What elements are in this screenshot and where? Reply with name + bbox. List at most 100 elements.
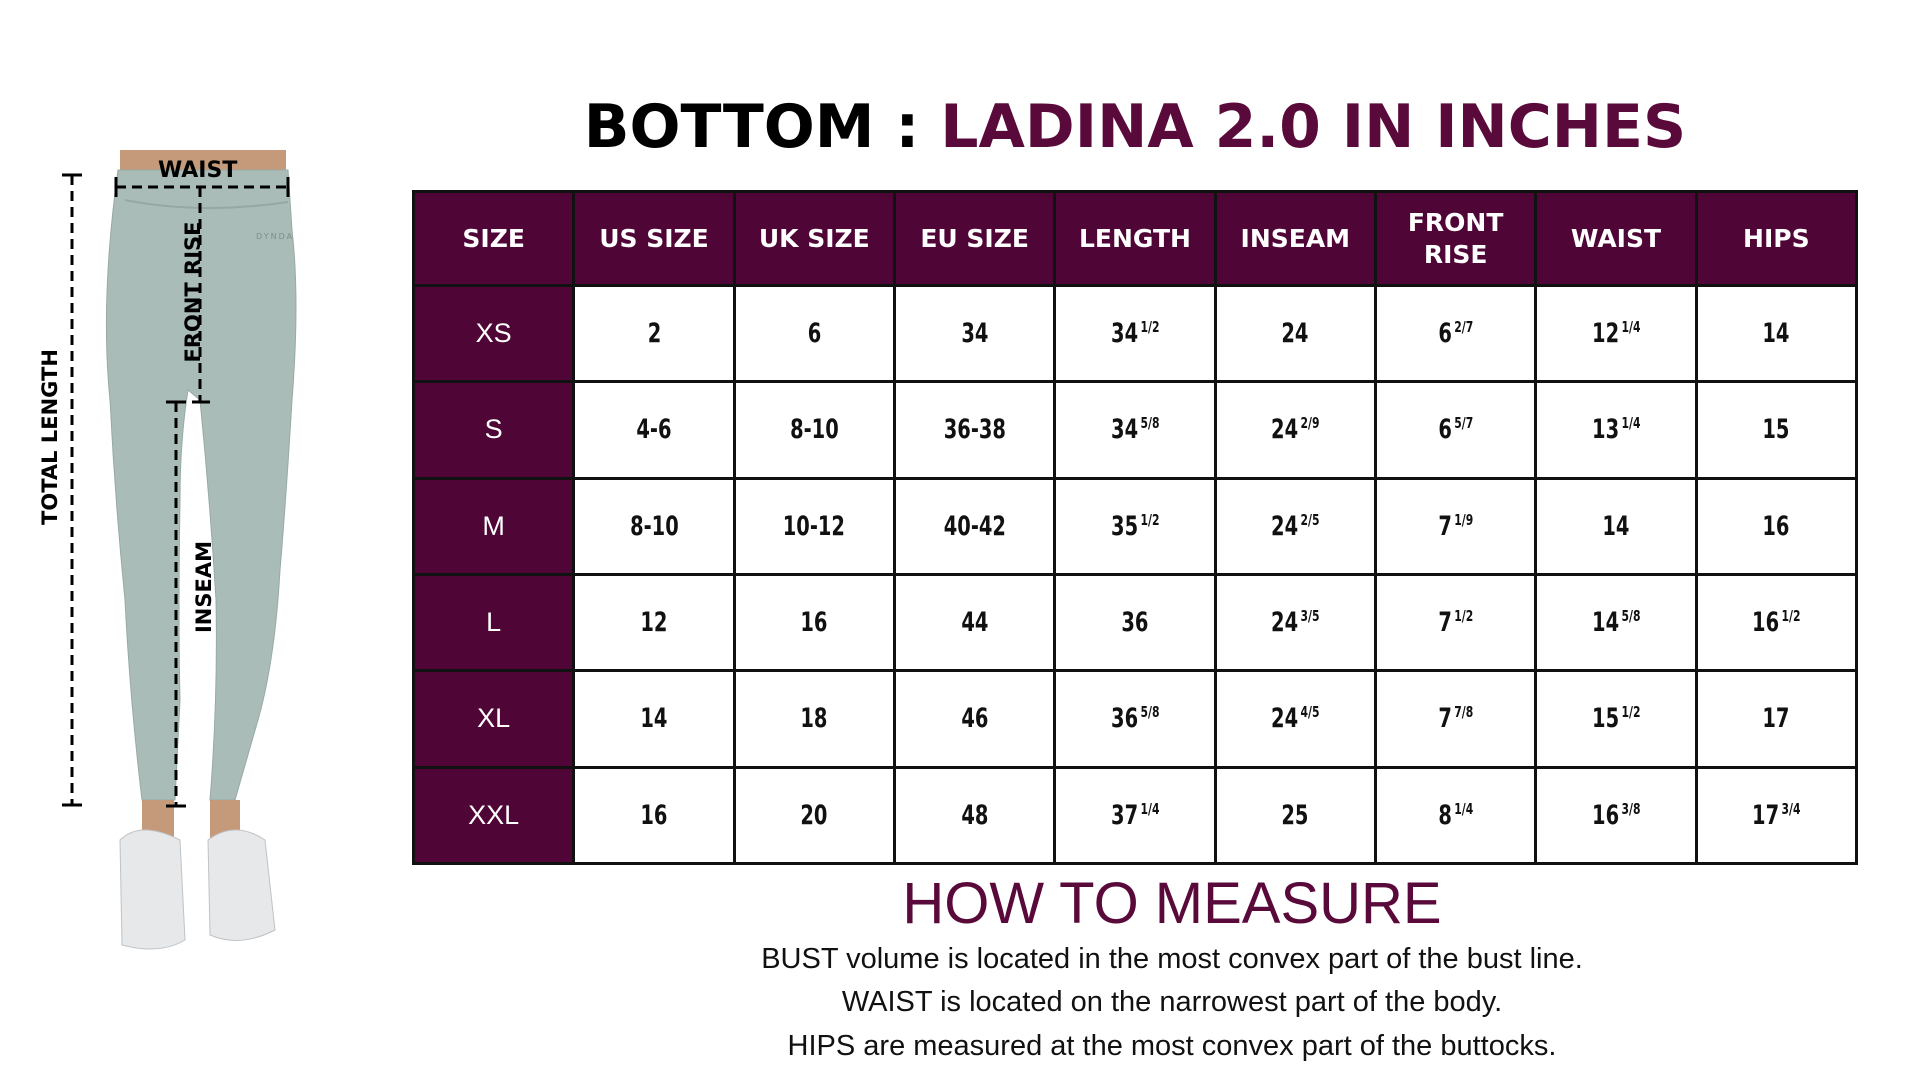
value-cell: 24 (1213, 283, 1377, 384)
cell-value: 40-42 (944, 511, 1006, 542)
cell-fraction: 1/9 (1454, 510, 1474, 529)
leggings-illustration (62, 150, 297, 950)
cell-value: 2 (647, 318, 661, 349)
cell-value: 36 5/8 (1111, 703, 1159, 734)
cell-whole: XS (475, 318, 512, 349)
value-cell: 8-10 (732, 380, 896, 480)
table-row: L 12 16 44 36 24 3/5 7 1/2 14 5/8 16 1/2 (411, 572, 1859, 673)
cell-value: 20 (801, 800, 828, 831)
cell-value: 4-6 (636, 414, 671, 445)
cell-whole: 34 (1110, 414, 1138, 446)
cell-whole: 25 (1281, 799, 1309, 831)
value-cell: 36 5/8 (1053, 669, 1217, 769)
cell-value: 16 (1763, 511, 1790, 542)
cell-whole: M (482, 510, 505, 541)
value-cell: 44 (892, 572, 1057, 673)
right-sneaker (207, 829, 276, 941)
cell-whole: L (486, 607, 502, 638)
value-cell: 34 1/2 (1053, 283, 1217, 384)
cell-value: 15 1/2 (1592, 703, 1640, 734)
value-cell: 7 1/2 (1373, 572, 1538, 673)
table-row: XL 14 18 46 36 5/8 24 4/5 7 7/8 15 1/2 17 (411, 669, 1859, 769)
size-cell: S (411, 380, 576, 480)
cell-value: 6 5/7 (1438, 414, 1473, 445)
cell-whole: 34 (1110, 318, 1138, 350)
value-cell: 20 (732, 765, 896, 866)
cell-whole: 14 (1591, 607, 1619, 639)
column-header: US SIZE (572, 190, 736, 287)
value-cell: 14 (1694, 283, 1859, 384)
cell-value: 34 1/2 (1111, 318, 1159, 349)
cell-value: 7 1/9 (1438, 511, 1473, 542)
value-cell: 40-42 (892, 476, 1057, 576)
cell-value: 24 2/5 (1271, 511, 1319, 542)
size-cell: L (411, 572, 576, 673)
cell-value: 10-12 (783, 511, 845, 542)
title-accent: LADINA 2.0 IN INCHES (940, 92, 1687, 162)
value-cell: 34 5/8 (1053, 380, 1217, 480)
value-cell: 8 1/4 (1373, 765, 1538, 866)
cell-value: 24 (1282, 318, 1309, 349)
cell-value: 15 (1763, 414, 1790, 445)
cell-value: 14 (1763, 318, 1790, 349)
cell-fraction: 5/8 (1140, 414, 1160, 433)
cell-value: 36 (1121, 607, 1148, 638)
cell-fraction: 1/4 (1621, 318, 1641, 337)
cell-fraction: 1/4 (1140, 799, 1160, 818)
cell-whole: 16 (1591, 799, 1619, 831)
cell-fraction: 5/7 (1454, 414, 1474, 433)
cell-whole: 4-6 (636, 414, 672, 446)
cell-whole: 36 (1121, 607, 1149, 639)
cell-value: 34 5/8 (1111, 414, 1159, 445)
cell-fraction: 1/2 (1140, 318, 1160, 337)
cell-whole: 36-38 (943, 414, 1006, 446)
cell-whole: 24 (1271, 510, 1299, 542)
value-cell: 6 5/7 (1373, 380, 1538, 480)
cell-whole: 15 (1762, 414, 1790, 446)
value-cell: 16 1/2 (1694, 572, 1859, 673)
cell-fraction: 2/9 (1300, 414, 1320, 433)
how-to-measure-heading: HOW TO MEASURE (902, 871, 1442, 936)
cell-value: XL (477, 703, 510, 733)
cell-whole: 8-10 (790, 414, 839, 446)
value-cell: 46 (892, 669, 1057, 769)
value-cell: 17 (1694, 669, 1859, 769)
measure-note-hips: HIPS are measured at the most convex par… (787, 1030, 1557, 1062)
column-header: LENGTH (1053, 190, 1217, 287)
cell-fraction: 4/5 (1300, 703, 1320, 722)
cell-value: 12 1/4 (1592, 318, 1640, 349)
cell-fraction: 5/8 (1621, 607, 1641, 626)
column-header: FRONT RISE (1373, 190, 1538, 287)
cell-fraction: 1/2 (1781, 607, 1801, 626)
value-cell: 15 (1694, 380, 1859, 480)
column-header: EU SIZE (892, 190, 1057, 287)
cell-value: L (486, 607, 501, 637)
cell-whole: 13 (1591, 414, 1619, 446)
cell-value: 7 1/2 (1438, 607, 1473, 638)
table-row: XS 2 6 34 34 1/2 24 6 2/7 12 1/4 14 (411, 283, 1859, 384)
cell-whole: S (484, 414, 503, 445)
column-header: SIZE (411, 190, 576, 287)
cell-value: 35 1/2 (1111, 511, 1159, 542)
column-header: HIPS (1694, 190, 1859, 287)
value-cell: 6 2/7 (1373, 283, 1538, 384)
cell-fraction: 1/2 (1621, 703, 1641, 722)
cell-whole: 37 (1110, 799, 1138, 831)
cell-whole: 24 (1271, 607, 1299, 639)
cell-fraction: 5/8 (1140, 703, 1160, 722)
cell-whole: 34 (961, 318, 989, 350)
value-cell: 25 (1213, 765, 1377, 866)
measure-note-waist: WAIST is located on the narrowest part o… (841, 986, 1503, 1018)
value-cell: 17 3/4 (1694, 765, 1859, 866)
cell-fraction: 3/5 (1300, 607, 1320, 626)
value-cell: 12 (572, 572, 736, 673)
cell-value: 16 3/8 (1592, 800, 1640, 831)
left-sneaker (119, 829, 186, 950)
cell-value: 6 2/7 (1438, 318, 1473, 349)
cell-value: 8 1/4 (1438, 800, 1473, 831)
cell-value: 16 1/2 (1752, 607, 1800, 638)
value-cell: 8-10 (572, 476, 736, 576)
value-cell: 16 3/8 (1534, 765, 1698, 866)
cell-value: 25 (1282, 800, 1309, 831)
title-prefix: BOTTOM : (583, 92, 941, 162)
